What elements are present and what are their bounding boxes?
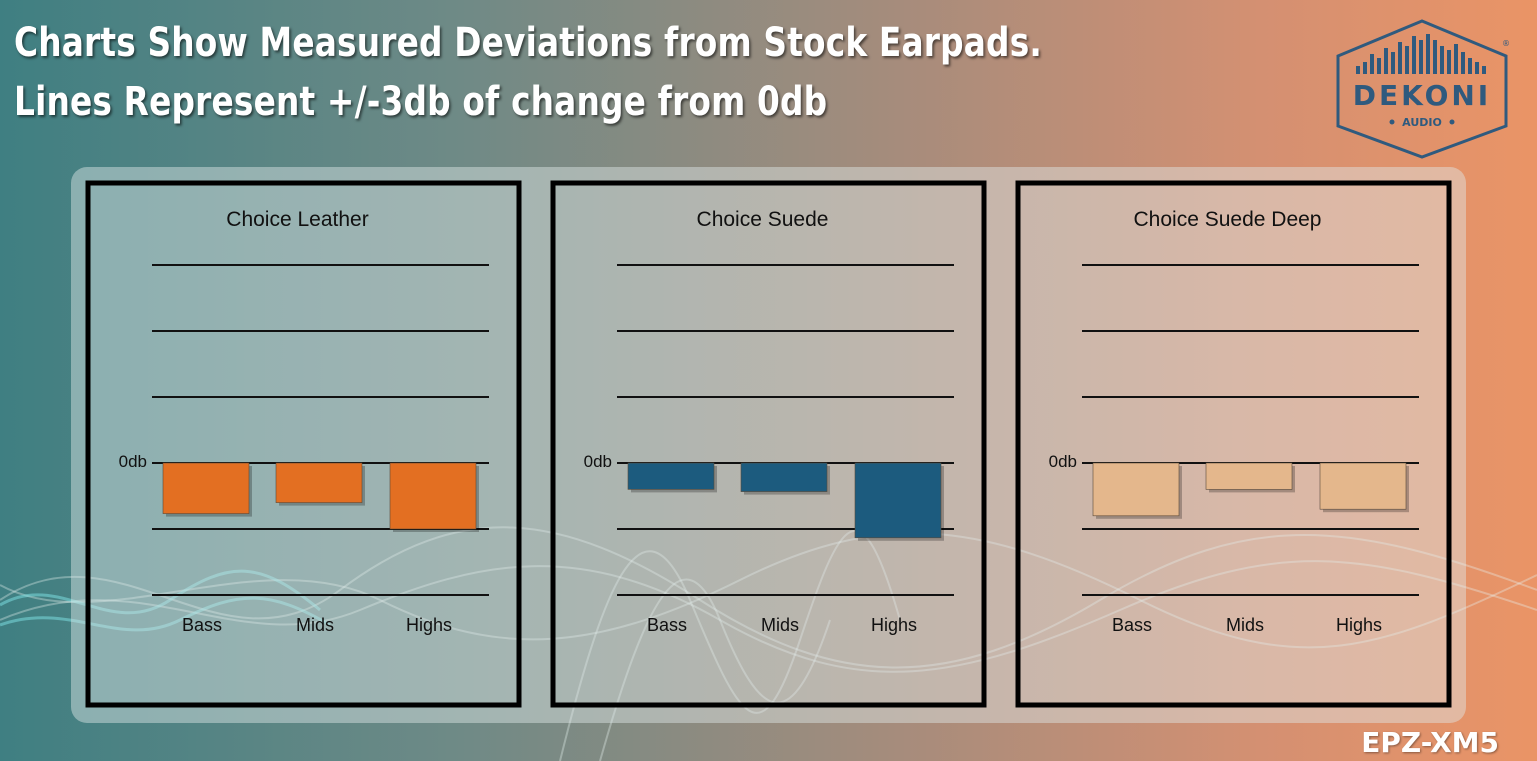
zero-label: 0db [584, 452, 612, 471]
category-label: Bass [1112, 615, 1152, 635]
bar-mids [740, 462, 828, 492]
category-label: Mids [1226, 615, 1264, 635]
logo-brand-sub: AUDIO [1402, 116, 1442, 129]
chart-title: Choice Suede Deep [1134, 208, 1322, 231]
headline-line-2: Lines Represent +/-3db of change from 0d… [14, 79, 828, 125]
model-label: EPZ-XM5 [1361, 726, 1499, 759]
logo-brand-name: DEKONI [1353, 79, 1491, 112]
chart-frame [550, 180, 987, 708]
bar-bass [1092, 462, 1180, 517]
category-label: Highs [871, 615, 917, 635]
category-label: Highs [1336, 615, 1382, 635]
bar-highs [854, 462, 942, 539]
chart-title: Choice Suede [697, 208, 829, 231]
category-label: Mids [761, 615, 799, 635]
category-label: Bass [647, 615, 687, 635]
category-label: Bass [182, 615, 222, 635]
bar-bass [162, 462, 250, 514]
bar-highs [389, 462, 477, 530]
chart-frame [1015, 180, 1452, 708]
category-label: Mids [296, 615, 334, 635]
bar-highs [1319, 462, 1407, 510]
chart-title: Choice Leather [226, 208, 368, 231]
dekoni-logo: DEKONI AUDIO ® [1336, 19, 1510, 159]
charts-panel [71, 167, 1466, 723]
logo-registered-mark: ® [1502, 39, 1510, 48]
chart-frame [85, 180, 522, 708]
category-label: Highs [406, 615, 452, 635]
bar-bass [627, 462, 715, 490]
headline-line-1: Charts Show Measured Deviations from Sto… [14, 20, 1043, 66]
zero-label: 0db [1049, 452, 1077, 471]
bar-mids [275, 462, 363, 503]
zero-label: 0db [119, 452, 147, 471]
bar-mids [1205, 462, 1293, 490]
